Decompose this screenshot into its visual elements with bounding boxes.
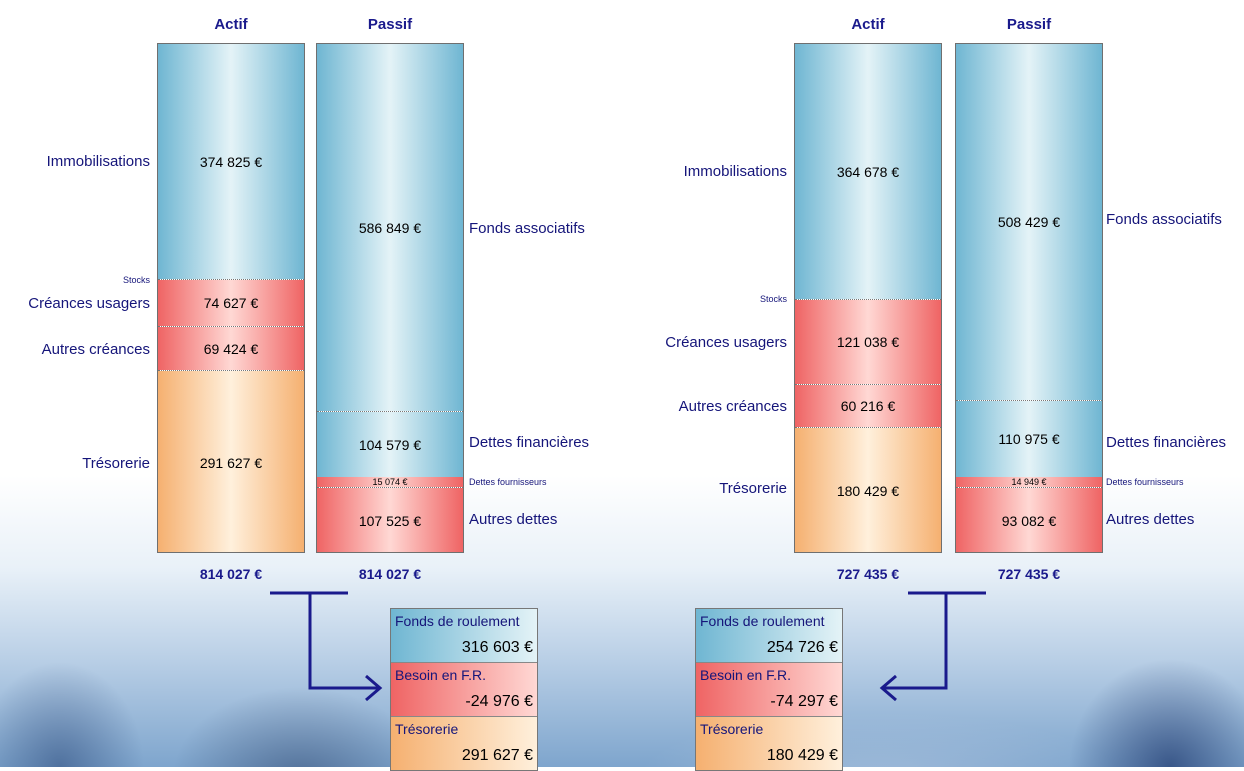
summary-value: 316 603 €	[461, 639, 533, 656]
bar-segment-autres-dettes: 93 082 €	[956, 488, 1102, 552]
bar-segment-tresorerie: 291 627 €	[158, 371, 304, 552]
bar-value-label: 60 216 €	[840, 398, 896, 414]
summary-fonds-de-roulement: Fonds de roulement 254 726 €	[696, 609, 842, 662]
summary-tresorerie: Trésorerie 180 429 €	[696, 716, 842, 770]
bar-segment-fonds-associatifs: 586 849 €	[317, 44, 463, 411]
bar-value-label: 374 825 €	[199, 153, 263, 170]
bar-segment-autres-dettes: 107 525 €	[317, 488, 463, 552]
summary-tresorerie: Trésorerie 291 627 €	[391, 716, 537, 770]
bar-value-label: 14 949 €	[1011, 477, 1047, 487]
bar-segment-creances-usagers: 121 038 €	[795, 300, 941, 384]
bar-segment-autres-creances: 69 424 €	[158, 327, 304, 370]
bar-value-label: 74 627 €	[203, 295, 259, 311]
bar-segment-fonds-associatifs: 508 429 €	[956, 44, 1102, 400]
label-creances-usagers: Créances usagers	[665, 334, 787, 351]
total-passif-2: 727 435 €	[997, 566, 1061, 582]
summary-value: -24 976 €	[465, 693, 533, 710]
bar-value-label: 364 678 €	[836, 163, 900, 180]
summary-besoin-fr: Besoin en F.R. -74 297 €	[696, 662, 842, 716]
total-actif-1: 814 027 €	[199, 566, 263, 582]
bar-value-label: 291 627 €	[199, 454, 263, 471]
bar-segment-creances-usagers: 74 627 €	[158, 280, 304, 326]
bar-segment-dettes-financieres: 110 975 €	[956, 401, 1102, 477]
arrow-head-left-icon	[365, 674, 383, 702]
bar-segment-tresorerie: 180 429 €	[795, 428, 941, 552]
actif-bar-2: 364 678 € 121 038 € 60 216 € 180 429 €	[794, 43, 942, 553]
summary-label: Fonds de roulement	[700, 613, 825, 629]
summary-value: 291 627 €	[461, 747, 533, 764]
label-dettes-financieres: Dettes financières	[1106, 434, 1227, 451]
bar-segment-immobilisations: 374 825 €	[158, 44, 304, 279]
summary-value: -74 297 €	[770, 693, 838, 710]
summary-panel-2: Fonds de roulement 254 726 € Besoin en F…	[695, 608, 843, 771]
passif-bar-1: 586 849 € 104 579 € 15 074 € 107 525 €	[316, 43, 464, 553]
summary-besoin-fr: Besoin en F.R. -24 976 €	[391, 662, 537, 716]
actif-bar-1: 374 825 € 74 627 € 69 424 € 291 627 €	[157, 43, 305, 553]
label-autres-creances: Autres créances	[41, 341, 150, 358]
summary-panel-1: Fonds de roulement 316 603 € Besoin en F…	[390, 608, 538, 771]
actif-header-1: Actif	[214, 16, 248, 33]
bar-value-label: 93 082 €	[1001, 513, 1057, 529]
label-autres-dettes: Autres dettes	[1106, 511, 1195, 528]
summary-label: Fonds de roulement	[395, 613, 520, 629]
label-fonds-associatifs: Fonds associatifs	[1106, 211, 1222, 228]
label-autres-creances: Autres créances	[678, 398, 787, 415]
label-immobilisations: Immobilisations	[683, 163, 787, 180]
arrow-head-right-icon	[879, 674, 897, 702]
bar-value-label: 180 429 €	[836, 483, 900, 499]
bar-segment-autres-creances: 60 216 €	[795, 385, 941, 427]
summary-label: Besoin en F.R.	[395, 667, 487, 683]
total-passif-1: 814 027 €	[358, 566, 422, 582]
summary-label: Besoin en F.R.	[700, 667, 792, 683]
label-immobilisations: Immobilisations	[46, 153, 150, 170]
label-stocks: Stocks	[759, 294, 787, 304]
bar-value-label: 110 975 €	[998, 431, 1060, 447]
label-dettes-fournisseurs: Dettes fournisseurs	[1106, 477, 1184, 487]
passif-bar-2: 508 429 € 110 975 € 14 949 € 93 082 €	[955, 43, 1103, 553]
label-autres-dettes: Autres dettes	[469, 511, 558, 528]
passif-header-1: Passif	[367, 16, 413, 33]
connector-line-right	[884, 593, 948, 690]
bar-segment-dettes-fournisseurs: 15 074 €	[317, 477, 463, 487]
bar-segment-dettes-financieres: 104 579 €	[317, 412, 463, 477]
summary-label: Trésorerie	[700, 721, 764, 737]
summary-value: 180 429 €	[766, 747, 838, 764]
label-dettes-financieres: Dettes financières	[469, 434, 590, 451]
bar-value-label: 107 525 €	[358, 513, 422, 529]
label-dettes-fournisseurs: Dettes fournisseurs	[469, 477, 547, 487]
label-tresorerie: Trésorerie	[719, 480, 787, 497]
connector-line-left	[308, 593, 378, 690]
bar-value-label: 69 424 €	[203, 340, 259, 357]
passif-header-2: Passif	[1006, 16, 1052, 33]
bar-value-label: 15 074 €	[372, 477, 408, 487]
bar-value-label: 508 429 €	[997, 214, 1061, 230]
bar-segment-dettes-fournisseurs: 14 949 €	[956, 477, 1102, 487]
bar-value-label: 586 849 €	[358, 219, 422, 236]
label-stocks: Stocks	[122, 275, 150, 285]
label-fonds-associatifs: Fonds associatifs	[469, 220, 585, 237]
actif-header-2: Actif	[851, 16, 885, 33]
summary-label: Trésorerie	[395, 721, 459, 737]
label-tresorerie: Trésorerie	[82, 455, 150, 472]
label-creances-usagers: Créances usagers	[28, 295, 150, 312]
bar-value-label: 104 579 €	[358, 436, 422, 453]
bar-value-label: 121 038 €	[836, 334, 900, 350]
total-actif-2: 727 435 €	[836, 566, 900, 582]
summary-fonds-de-roulement: Fonds de roulement 316 603 €	[391, 609, 537, 662]
summary-value: 254 726 €	[766, 639, 838, 656]
bar-segment-immobilisations: 364 678 €	[795, 44, 941, 299]
